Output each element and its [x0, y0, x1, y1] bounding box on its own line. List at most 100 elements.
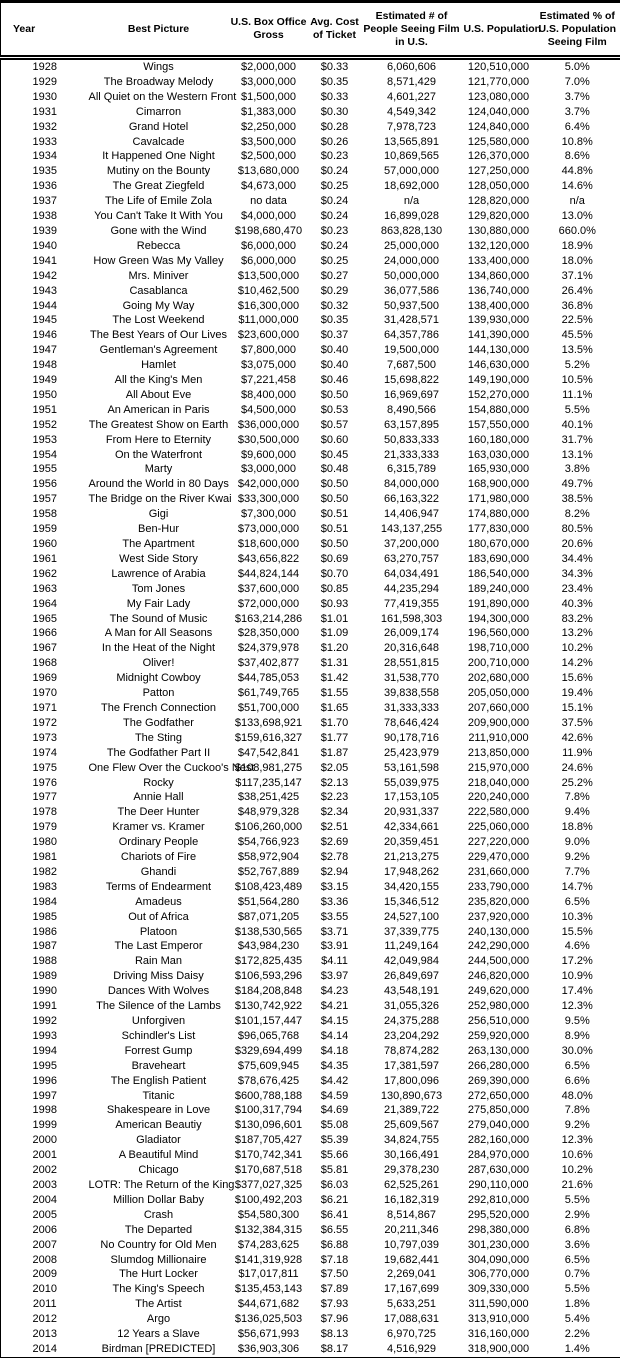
table-cell: 1939: [32, 224, 57, 237]
table-row: 1982 Ghandi $52,767,889 $2.94 17,948,262 231,…: [1, 865, 620, 880]
table-cell: $101,157,447: [234, 1015, 303, 1027]
table-cell: 2006: [32, 1223, 57, 1236]
table-cell: 5.5%: [564, 1283, 590, 1296]
table-cell: 1977: [32, 791, 57, 804]
table-cell: My Fair Lady: [126, 597, 191, 610]
table-cell: $48,979,328: [237, 806, 300, 819]
table-cell: $4.21: [320, 1000, 349, 1013]
table-cell: $2.05: [320, 761, 349, 774]
table-cell: 128,050,000: [467, 180, 530, 193]
table-cell: 318,900,000: [467, 1342, 530, 1355]
table-cell: $184,208,848: [234, 985, 303, 998]
table-cell: 66,163,322: [383, 493, 440, 506]
table-cell: $1.77: [320, 731, 349, 744]
table-cell: $0.28: [320, 120, 349, 133]
table-cell: 7.8%: [564, 791, 590, 804]
table-row: 1949 All the King's Men $7,221,458 $0.46 15,…: [1, 373, 620, 388]
table-cell: Titanic: [142, 1089, 175, 1102]
table-cell: 1953: [32, 433, 57, 446]
table-cell: 1967: [32, 642, 57, 655]
table-cell: 6,970,725: [387, 1328, 436, 1341]
table-cell: Ben-Hur: [138, 523, 179, 536]
table-cell: 256,510,000: [467, 1015, 530, 1027]
table-cell: 189,240,000: [467, 582, 530, 595]
table-cell: $36,903,306: [237, 1342, 300, 1355]
table-cell: $0.32: [320, 299, 349, 312]
table-row: 2005 Crash $54,580,300 $6.41 8,514,867 295,52…: [1, 1208, 620, 1223]
column-header-7: Estimated % of U.S. Population Seeing Fi…: [534, 1, 620, 60]
table-cell: 1933: [32, 135, 57, 148]
table-cell: $37,600,000: [237, 582, 300, 595]
table-cell: Dances With Wolves: [107, 985, 210, 998]
table-cell: 200,710,000: [467, 657, 530, 670]
table-row: 1966 A Man for All Seasons $28,350,000 $1.0…: [1, 626, 620, 641]
column-header-4: Avg. Cost of Ticket: [308, 1, 361, 60]
table-cell: 17.4%: [561, 985, 593, 998]
table-cell: 1963: [32, 582, 57, 595]
table-cell: 20,359,451: [383, 836, 440, 849]
table-cell: $11,000,000: [238, 314, 299, 327]
table-cell: 16,182,319: [383, 1193, 440, 1206]
table-cell: $4.69: [320, 1104, 349, 1117]
table-cell: $187,705,427: [234, 1134, 303, 1147]
table-cell: 1937: [32, 195, 57, 208]
table-cell: $56,671,993: [237, 1328, 300, 1341]
table-cell: The Greatest Show on Earth: [88, 418, 229, 431]
table-cell: $1.42: [320, 672, 349, 685]
table-cell: How Green Was My Valley: [93, 254, 224, 267]
table-cell: 124,040,000: [467, 105, 530, 118]
table-cell: 34,824,755: [383, 1134, 440, 1147]
table-cell: 186,540,000: [467, 567, 530, 580]
table-cell: 4,516,929: [387, 1342, 436, 1355]
table-cell: 17,088,631: [383, 1313, 440, 1326]
table-cell: Crash: [143, 1208, 174, 1221]
table-cell: $6.88: [320, 1238, 349, 1251]
table-cell: In the Heat of the Night: [101, 642, 216, 655]
table-cell: 34.3%: [561, 567, 593, 580]
table-cell: It Happened One Night: [102, 150, 215, 163]
table-cell: The Bridge on the River Kwai: [88, 493, 232, 506]
table-cell: Casablanca: [129, 284, 188, 297]
table-cell: 141,390,000: [467, 329, 530, 342]
table-cell: 202,680,000: [467, 672, 530, 685]
table-cell: 2.2%: [564, 1328, 590, 1341]
table-cell: 235,820,000: [467, 895, 530, 908]
table-cell: $0.70: [320, 567, 349, 580]
table-cell: 12.3%: [561, 1000, 593, 1013]
table-cell: 2,269,041: [387, 1268, 436, 1281]
table-cell: The Life of Emile Zola: [105, 195, 212, 208]
table-cell: 1962: [32, 567, 57, 580]
table-row: 1987 The Last Emperor $43,984,230 $3.91 11,2…: [1, 939, 620, 954]
table-cell: $18,600,000: [237, 538, 300, 550]
table-cell: $0.46: [320, 374, 349, 387]
column-header-6: U.S. Population: [462, 1, 541, 60]
table-cell: $2.51: [320, 821, 349, 834]
table-cell: 237,920,000: [467, 910, 530, 923]
table-cell: Braveheart: [131, 1059, 186, 1072]
table-cell: $51,700,000: [237, 701, 300, 714]
table-cell: $4.59: [320, 1089, 349, 1102]
table-cell: 1940: [32, 239, 57, 252]
table-cell: Around the World in 80 Days: [88, 478, 229, 491]
table-cell: 8,514,867: [387, 1208, 436, 1221]
table-cell: 660.0%: [558, 224, 596, 237]
table-cell: 5.4%: [564, 1313, 590, 1326]
table-row: 1985 Out of Africa $87,071,205 $3.55 24,527,…: [1, 910, 620, 925]
table-cell: 1969: [32, 672, 57, 685]
table-cell: 1971: [32, 701, 57, 714]
table-cell: 2000: [32, 1134, 57, 1147]
table-cell: 1964: [32, 597, 57, 610]
table-cell: 183,690,000: [467, 552, 530, 565]
table-cell: 83.2%: [561, 612, 593, 625]
table-cell: 220,240,000: [467, 791, 530, 804]
table-cell: Cimarron: [135, 105, 182, 118]
table-cell: Oliver!: [142, 657, 175, 670]
table-cell: The English Patient: [110, 1074, 207, 1087]
table-cell: 1991: [32, 1000, 57, 1013]
table-cell: $3,000,000: [240, 463, 297, 476]
table-cell: 14.7%: [561, 880, 593, 893]
table-cell: $2.69: [320, 836, 349, 849]
table-cell: 14,406,947: [383, 508, 440, 521]
table-cell: Going My Way: [122, 299, 195, 312]
table-row: 1930 All Quiet on the Western Front $1,500…: [1, 90, 620, 105]
